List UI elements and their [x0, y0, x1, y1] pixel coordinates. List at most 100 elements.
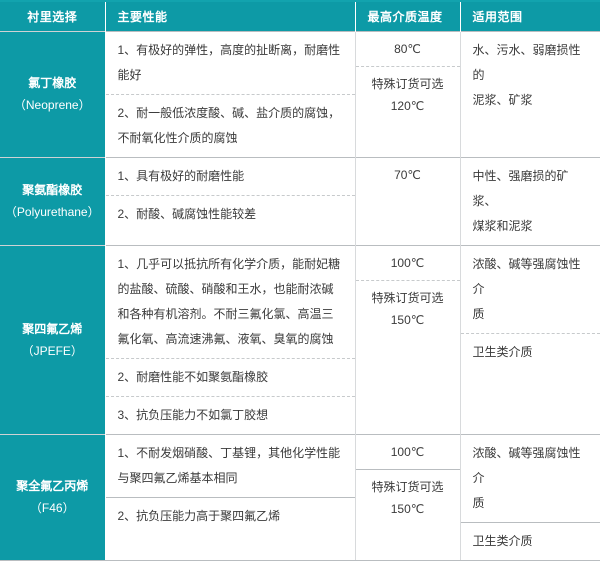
- material-name-cn: 氯丁橡胶: [2, 72, 103, 94]
- sub-row: 中性、强磨损的矿浆、煤浆和泥浆: [461, 158, 600, 245]
- cell-text: 特殊订货可选: [360, 73, 456, 95]
- cell-text: 泥浆、矿浆: [473, 88, 589, 113]
- cell-text: 150℃: [360, 309, 456, 331]
- cell-text: 煤浆和泥浆: [473, 214, 589, 239]
- range-cell: 浓酸、碱等强腐蚀性介质卫生类介质: [460, 434, 600, 560]
- column-header-max-temp: 最高介质温度: [355, 1, 460, 31]
- column-header-lining: 衬里选择: [0, 1, 105, 31]
- cell-text: 70℃: [360, 164, 456, 186]
- cell-performance: 2、耐一般低浓度酸、碱、盐介质的腐蚀，不耐氧化性介质的腐蚀: [106, 94, 355, 157]
- cell-max-temp: 100℃: [356, 246, 460, 281]
- table-body: 氯丁橡胶（Neoprene） 1、有极好的弹性，高度的扯断离，耐磨性能好 2、耐一般…: [0, 31, 600, 560]
- cell-performance: 2、耐酸、碱腐蚀性能较差: [106, 195, 355, 233]
- sub-row: 2、耐酸、碱腐蚀性能较差: [106, 195, 355, 233]
- sub-table-range: 浓酸、碱等强腐蚀性介质卫生类介质: [461, 435, 600, 560]
- cell-text: 浓酸、碱等强腐蚀性介: [473, 441, 589, 491]
- sub-table-range: 中性、强磨损的矿浆、煤浆和泥浆: [461, 158, 600, 245]
- sub-row: 80℃: [356, 32, 460, 67]
- material-name-en: （Polyurethane）: [2, 201, 103, 223]
- performance-cell: 1、具有极好的耐磨性能 2、耐酸、碱腐蚀性能较差: [105, 157, 355, 245]
- performance-cell: 1、有极好的弹性，高度的扯断离，耐磨性能好 2、耐一般低浓度酸、碱、盐介质的腐蚀，…: [105, 31, 355, 157]
- sub-row: 浓酸、碱等强腐蚀性介质: [461, 435, 600, 523]
- range-cell: 水、污水、弱磨损性的泥浆、矿浆: [460, 31, 600, 157]
- range-cell: 中性、强磨损的矿浆、煤浆和泥浆: [460, 157, 600, 245]
- max-temp-cell: 70℃: [355, 157, 460, 245]
- cell-text: 3、抗负压能力不如氯丁胶想: [118, 403, 343, 428]
- cell-performance: 1、不耐发烟硝酸、丁基锂，其他化学性能与聚四氟乙烯基本相同: [106, 435, 355, 498]
- lining-selection-table-container: 衬里选择 主要性能 最高介质温度 适用范围 氯丁橡胶（Neoprene）1、有极…: [0, 0, 600, 427]
- sub-row: 100℃: [356, 246, 460, 281]
- cell-text: 1、几乎可以抵抗所有化学介质，能耐妃糖的盐酸、硫酸、硝酸和王水，也能耐浓碱和各种…: [118, 252, 343, 352]
- cell-text: 特殊订货可选: [360, 476, 456, 498]
- cell-max-temp: 100℃: [356, 435, 460, 470]
- sub-row: 浓酸、碱等强腐蚀性介质: [461, 246, 600, 334]
- cell-text: 质: [473, 491, 589, 516]
- column-header-performance: 主要性能: [105, 1, 355, 31]
- sub-table-performance: 1、有极好的弹性，高度的扯断离，耐磨性能好 2、耐一般低浓度酸、碱、盐介质的腐蚀，…: [106, 32, 355, 157]
- cell-text: 100℃: [360, 252, 456, 274]
- cell-text: 2、耐酸、碱腐蚀性能较差: [118, 202, 343, 227]
- sub-row: 1、几乎可以抵抗所有化学介质，能耐妃糖的盐酸、硫酸、硝酸和王水，也能耐浓碱和各种…: [106, 246, 355, 359]
- cell-range: 浓酸、碱等强腐蚀性介质: [461, 435, 600, 523]
- cell-range: 中性、强磨损的矿浆、煤浆和泥浆: [461, 158, 600, 245]
- material-name-cell: 聚氨酯橡胶（Polyurethane）: [0, 157, 105, 245]
- table-row: 聚氨酯橡胶（Polyurethane） 1、具有极好的耐磨性能 2、耐酸、碱腐蚀性能…: [0, 157, 600, 245]
- sub-table-performance: 1、几乎可以抵抗所有化学介质，能耐妃糖的盐酸、硫酸、硝酸和王水，也能耐浓碱和各种…: [106, 246, 355, 434]
- sub-row: 卫生类介质: [461, 522, 600, 560]
- table-header: 衬里选择 主要性能 最高介质温度 适用范围: [0, 1, 600, 31]
- cell-text: 100℃: [360, 441, 456, 463]
- material-name-en: （Neoprene）: [2, 94, 103, 116]
- sub-table-performance: 1、不耐发烟硝酸、丁基锂，其他化学性能与聚四氟乙烯基本相同 2、抗负压能力高于聚四…: [106, 435, 355, 535]
- sub-row: 1、具有极好的耐磨性能: [106, 158, 355, 196]
- cell-text: 1、具有极好的耐磨性能: [118, 164, 343, 189]
- cell-text: 150℃: [360, 498, 456, 520]
- material-name-en: （JPEFE）: [2, 340, 103, 362]
- performance-cell: 1、不耐发烟硝酸、丁基锂，其他化学性能与聚四氟乙烯基本相同 2、抗负压能力高于聚四…: [105, 434, 355, 560]
- cell-text: 2、耐一般低浓度酸、碱、盐介质的腐蚀，不耐氧化性介质的腐蚀: [118, 101, 343, 151]
- sub-row: 2、耐磨性能不如聚氨酯橡胶: [106, 358, 355, 396]
- column-header-range: 适用范围: [460, 1, 600, 31]
- sub-table-max-temp: 70℃: [356, 158, 460, 192]
- cell-text: 2、抗负压能力高于聚四氟乙烯: [118, 504, 343, 529]
- sub-row: 2、抗负压能力高于聚四氟乙烯: [106, 497, 355, 535]
- sub-row: 1、有极好的弹性，高度的扯断离，耐磨性能好: [106, 32, 355, 95]
- material-name-cell: 氯丁橡胶（Neoprene）: [0, 31, 105, 157]
- cell-performance: 1、有极好的弹性，高度的扯断离，耐磨性能好: [106, 32, 355, 95]
- material-name-cn: 聚四氟乙烯: [2, 318, 103, 340]
- cell-text: 1、有极好的弹性，高度的扯断离，耐磨性能好: [118, 38, 343, 88]
- sub-table-performance: 1、具有极好的耐磨性能 2、耐酸、碱腐蚀性能较差: [106, 158, 355, 233]
- sub-row: 3、抗负压能力不如氯丁胶想: [106, 396, 355, 434]
- cell-text: 2、耐磨性能不如聚氨酯橡胶: [118, 365, 343, 390]
- cell-text: 特殊订货可选: [360, 287, 456, 309]
- cell-performance: 1、几乎可以抵抗所有化学介质，能耐妃糖的盐酸、硫酸、硝酸和王水，也能耐浓碱和各种…: [106, 246, 355, 359]
- table-row: 氯丁橡胶（Neoprene） 1、有极好的弹性，高度的扯断离，耐磨性能好 2、耐一般…: [0, 31, 600, 157]
- cell-max-temp: 70℃: [356, 158, 460, 192]
- cell-performance: 2、耐磨性能不如聚氨酯橡胶: [106, 358, 355, 396]
- sub-row: 100℃: [356, 435, 460, 470]
- cell-text: 1、不耐发烟硝酸、丁基锂，其他化学性能与聚四氟乙烯基本相同: [118, 441, 343, 491]
- sub-row: 2、耐一般低浓度酸、碱、盐介质的腐蚀，不耐氧化性介质的腐蚀: [106, 94, 355, 157]
- cell-max-temp: 80℃: [356, 32, 460, 67]
- sub-table-range: 水、污水、弱磨损性的泥浆、矿浆: [461, 32, 600, 119]
- cell-text: 水、污水、弱磨损性的: [473, 38, 589, 88]
- cell-text: 卫生类介质: [473, 529, 589, 554]
- material-name-cn: 聚氨酯橡胶: [2, 179, 103, 201]
- cell-performance: 3、抗负压能力不如氯丁胶想: [106, 396, 355, 434]
- cell-text: 120℃: [360, 95, 456, 117]
- cell-range: 浓酸、碱等强腐蚀性介质: [461, 246, 600, 334]
- cell-text: 80℃: [360, 38, 456, 60]
- range-cell: 浓酸、碱等强腐蚀性介质卫生类介质: [460, 245, 600, 434]
- material-name-cell: 聚全氟乙丙烯（F46）: [0, 434, 105, 560]
- cell-text: 卫生类介质: [473, 340, 589, 365]
- cell-range: 水、污水、弱磨损性的泥浆、矿浆: [461, 32, 600, 119]
- sub-row: 1、不耐发烟硝酸、丁基锂，其他化学性能与聚四氟乙烯基本相同: [106, 435, 355, 498]
